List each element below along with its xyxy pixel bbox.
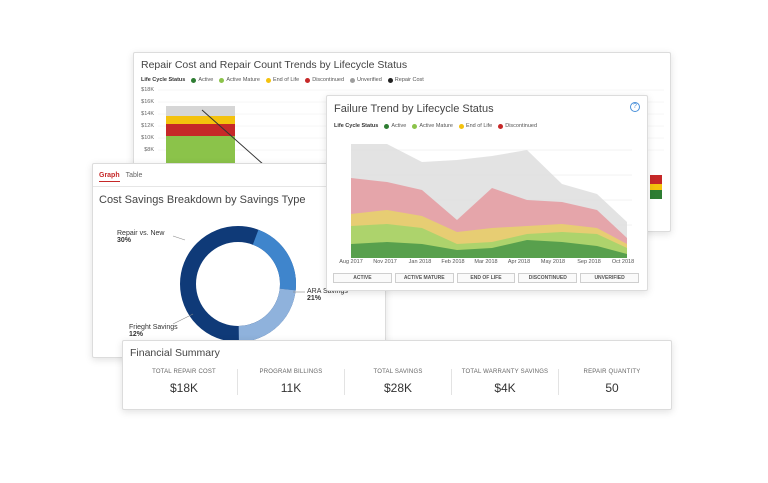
y-tick: $16K — [141, 99, 154, 105]
y-tick: $8K — [144, 147, 154, 153]
status-button-end-of-life[interactable]: END OF LIFE — [456, 273, 516, 283]
bar-segment-end-of-life — [166, 116, 235, 124]
failure-trend-card: Failure Trend by Lifecycle Status ? Life… — [326, 95, 648, 291]
x-tick: Jan 2018 — [408, 259, 432, 265]
view-tabs: Graph Table — [99, 172, 142, 182]
x-tick: Aug 2017 — [339, 259, 363, 265]
bar-segment-end-of-life-right — [650, 184, 662, 190]
savings-donut-chart — [180, 226, 296, 342]
cost-savings-title: Cost Savings Breakdown by Savings Type — [99, 194, 306, 206]
bar-segment-discontinued — [166, 124, 235, 136]
failure-trend-legend: Life Cycle Status Active Active Mature E… — [334, 123, 537, 129]
y-tick: $10K — [141, 135, 154, 141]
status-button-unverified[interactable]: UNVERIFIED — [580, 273, 639, 283]
legend-item-end-of-life[interactable]: End of Life — [458, 123, 492, 129]
status-button-discontinued[interactable]: DISCONTINUED — [518, 273, 578, 283]
status-button-active[interactable]: ACTIVE — [333, 273, 392, 283]
failure-trend-title: Failure Trend by Lifecycle Status — [334, 103, 494, 115]
legend-label: Life Cycle Status — [334, 123, 379, 129]
metric-program-billings: PROGRAM BILLINGS 11K — [238, 369, 345, 395]
bar-segment-active-right — [650, 190, 662, 199]
legend-item-end-of-life[interactable]: End of Life — [265, 77, 299, 83]
repair-cost-legend: Life Cycle Status Active Active Mature E… — [141, 77, 424, 83]
bar-segment-discontinued-right — [650, 175, 662, 184]
legend-label: Life Cycle Status — [141, 77, 186, 83]
segment-label-ara-savings: ARA Savings 21% — [307, 288, 348, 302]
segment-label-frieght-savings: Frieght Savings 12% — [129, 324, 178, 338]
financial-summary-card: Financial Summary TOTAL REPAIR COST $18K… — [122, 340, 672, 410]
metric-total-savings: TOTAL SAVINGS $28K — [345, 369, 452, 395]
financial-metrics: TOTAL REPAIR COST $18K PROGRAM BILLINGS … — [131, 369, 665, 395]
status-filter-row: ACTIVE ACTIVE MATURE END OF LIFE DISCONT… — [333, 273, 639, 283]
y-tick: $14K — [141, 111, 154, 117]
legend-item-repair-cost[interactable]: Repair Cost — [387, 77, 424, 83]
x-tick: Sep 2018 — [577, 259, 601, 265]
metric-repair-quantity: REPAIR QUANTITY 50 — [583, 369, 641, 395]
failure-trend-plot — [351, 144, 632, 258]
question-icon[interactable]: ? — [630, 102, 640, 112]
x-tick: Nov 2017 — [373, 259, 397, 265]
metric-total-warranty-savings: TOTAL WARRANTY SAVINGS $4K — [452, 369, 559, 395]
x-tick: May 2018 — [540, 259, 566, 265]
segment-label-repair-vs-new: Repair vs. New 30% — [117, 230, 165, 244]
legend-item-active-mature[interactable]: Active Mature — [412, 123, 453, 129]
legend-item-active[interactable]: Active — [384, 123, 406, 129]
legend-item-active[interactable]: Active — [191, 77, 213, 83]
legend-item-discontinued[interactable]: Discontinued — [498, 123, 537, 129]
tab-graph[interactable]: Graph — [99, 172, 120, 182]
financial-summary-title: Financial Summary — [130, 347, 220, 359]
tab-divider — [93, 186, 385, 187]
status-button-active-mature[interactable]: ACTIVE MATURE — [394, 273, 454, 283]
repair-cost-line — [201, 109, 265, 166]
x-tick: Oct 2018 — [611, 259, 635, 265]
x-tick: Feb 2018 — [441, 259, 465, 265]
area-active — [351, 240, 627, 258]
x-tick: Mar 2018 — [474, 259, 498, 265]
tab-table[interactable]: Table — [125, 172, 143, 179]
metric-total-repair-cost: TOTAL REPAIR COST $18K — [131, 369, 238, 395]
y-tick: $18K — [141, 87, 154, 93]
bar-segment-unverified — [166, 106, 235, 116]
x-tick: Apr 2018 — [507, 259, 531, 265]
donut-segment-ara-savings — [180, 226, 296, 342]
y-axis: $18K $16K $14K $12K $10K $8K — [134, 87, 154, 167]
legend-item-discontinued[interactable]: Discontinued — [305, 77, 344, 83]
repair-cost-title: Repair Cost and Repair Count Trends by L… — [141, 59, 408, 71]
legend-item-active-mature[interactable]: Active Mature — [219, 77, 260, 83]
y-tick: $12K — [141, 123, 154, 129]
legend-item-unverified[interactable]: Unverified — [350, 77, 382, 83]
